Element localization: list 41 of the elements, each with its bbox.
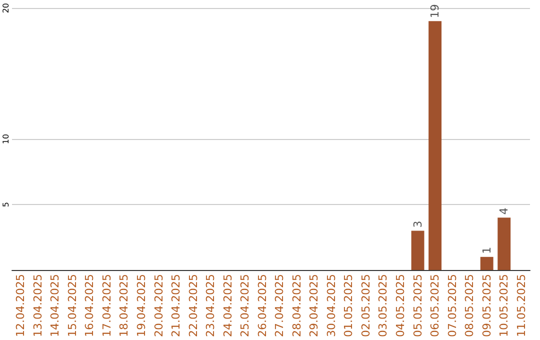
y-tick-label: 20 bbox=[2, 2, 10, 14]
x-tick-label: 20.04.2025 bbox=[152, 274, 166, 337]
data-label: 3 bbox=[411, 220, 424, 228]
x-tick-label: 28.04.2025 bbox=[290, 274, 304, 337]
bar bbox=[411, 230, 424, 270]
x-tick-label: 17.04.2025 bbox=[100, 274, 114, 337]
x-tick-label: 01.05.2025 bbox=[342, 274, 356, 337]
x-tick-label: 10.05.2025 bbox=[498, 274, 511, 337]
x-tick-label: 21.04.2025 bbox=[170, 274, 183, 337]
x-tick-label: 05.05.2025 bbox=[411, 274, 424, 337]
x-tick-label: 25.04.2025 bbox=[238, 274, 252, 337]
data-label: 19 bbox=[428, 4, 442, 18]
bar bbox=[480, 256, 494, 270]
x-tick-label: 12.04.2025 bbox=[14, 274, 28, 337]
bar bbox=[498, 218, 511, 270]
x-tick-label: 18.04.2025 bbox=[118, 274, 131, 337]
data-label: 4 bbox=[498, 208, 511, 215]
x-tick-label: 08.05.2025 bbox=[463, 274, 476, 337]
x-tick-label: 04.05.2025 bbox=[394, 274, 407, 337]
x-tick-label: 29.04.2025 bbox=[308, 274, 321, 337]
x-tick-label: 15.04.2025 bbox=[66, 274, 79, 337]
x-tick-label: 02.05.2025 bbox=[359, 274, 372, 337]
x-tick-label: 13.04.2025 bbox=[31, 274, 44, 337]
bar bbox=[428, 21, 442, 270]
x-tick-label: 22.04.2025 bbox=[186, 274, 200, 337]
x-tick-label: 24.04.2025 bbox=[221, 274, 234, 337]
x-tick-label: 09.05.2025 bbox=[480, 274, 494, 337]
x-tick-label: 30.04.2025 bbox=[324, 274, 338, 337]
x-tick-label: 03.05.2025 bbox=[376, 274, 390, 337]
x-tick-label: 27.04.2025 bbox=[273, 274, 286, 337]
x-tick-label: 07.05.2025 bbox=[446, 274, 459, 337]
x-tick-label: 26.04.2025 bbox=[256, 274, 269, 337]
x-tick-label: 11.05.2025 bbox=[514, 274, 528, 337]
x-tick-label: 06.05.2025 bbox=[428, 274, 442, 337]
x-tick-label: 14.04.2025 bbox=[48, 274, 62, 337]
y-tick-label: 5 bbox=[2, 202, 10, 208]
x-tick-label: 16.04.2025 bbox=[83, 274, 96, 337]
x-tick-label: 23.04.2025 bbox=[204, 274, 218, 337]
y-tick-label: 10 bbox=[2, 134, 10, 144]
data-label: 1 bbox=[480, 246, 494, 254]
x-tick-label: 19.04.2025 bbox=[135, 274, 148, 337]
